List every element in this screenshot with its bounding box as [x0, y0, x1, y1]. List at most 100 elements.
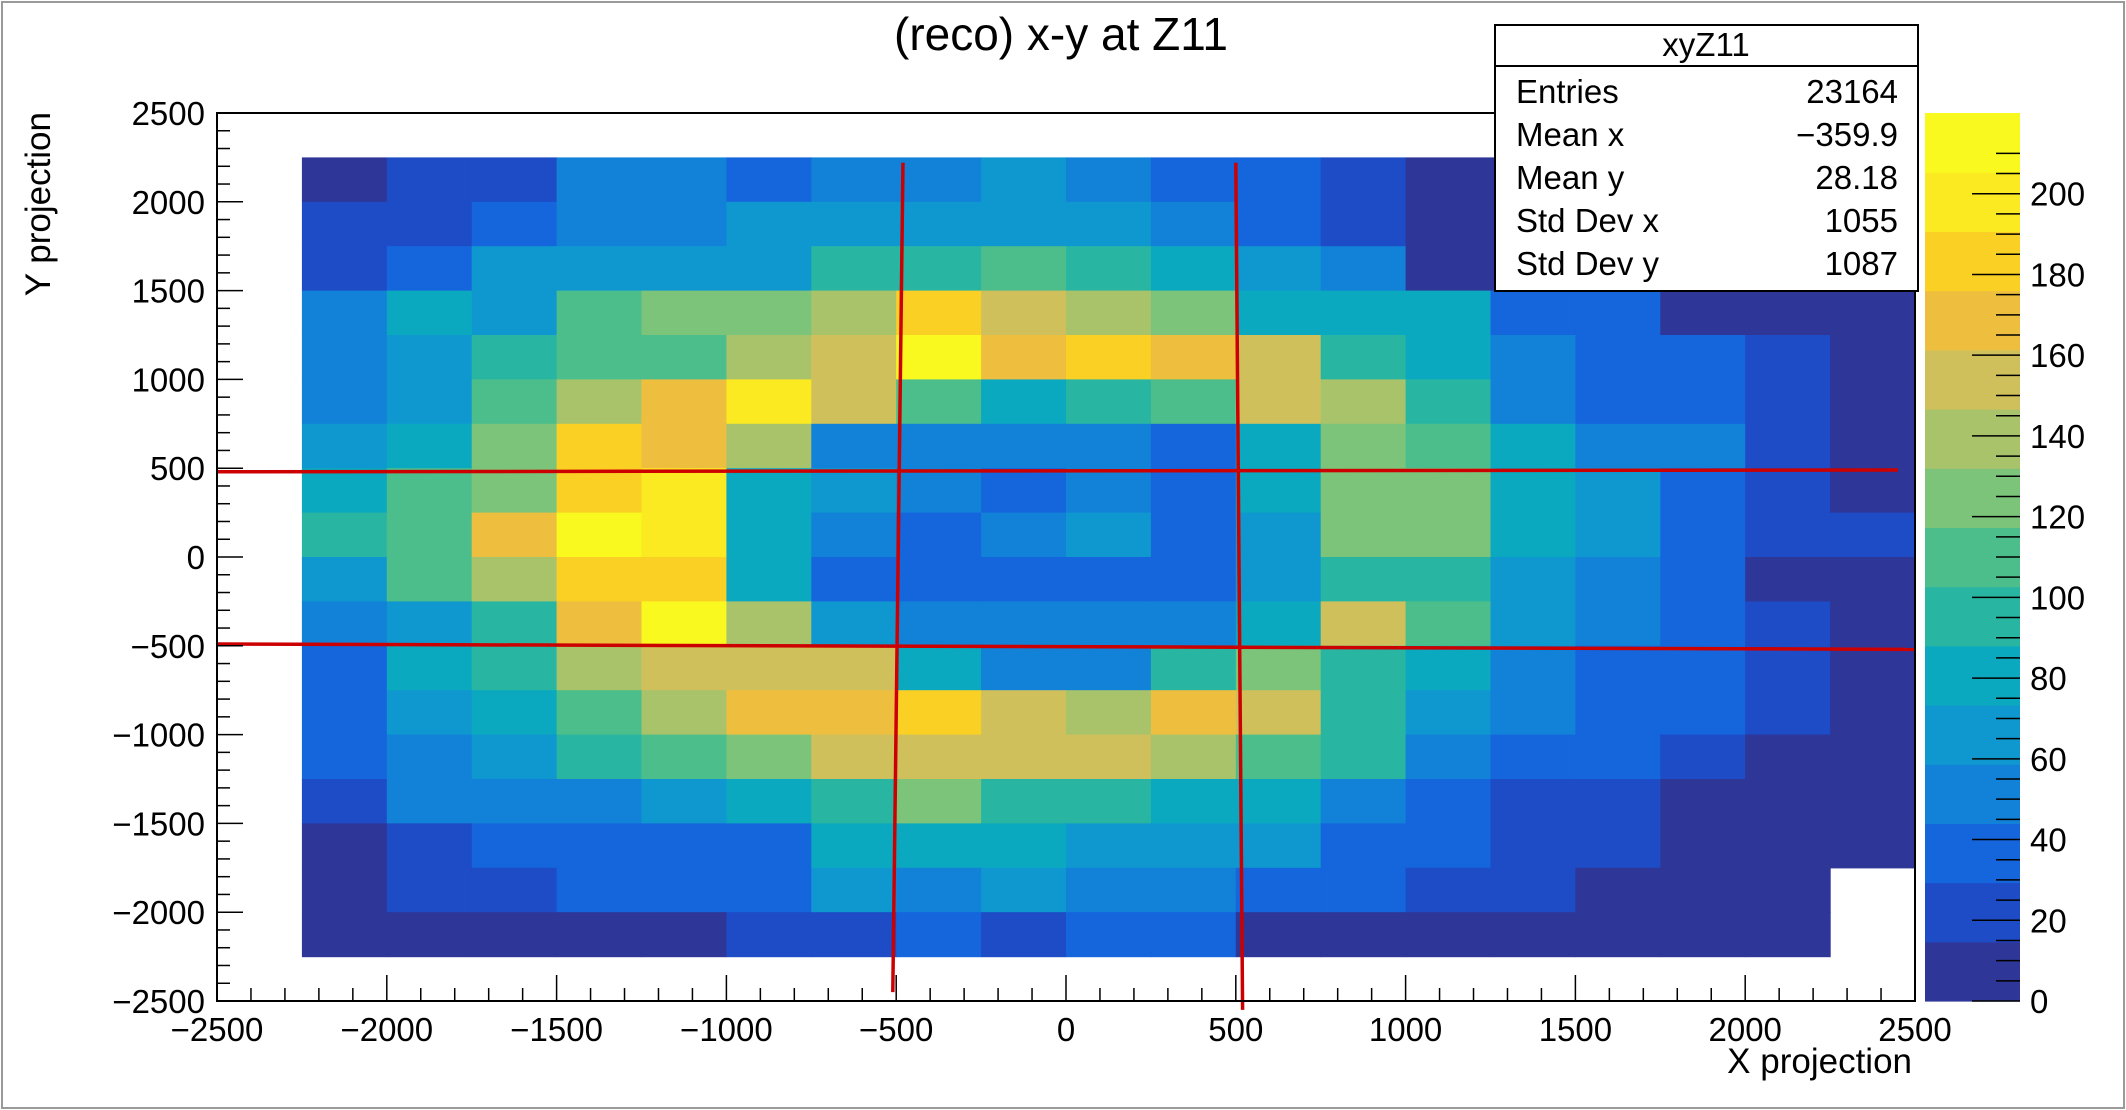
heatmap-cell [386, 690, 473, 736]
heatmap-cell [981, 912, 1067, 958]
heatmap-cell [1320, 512, 1407, 558]
heatmap-cell [386, 379, 473, 425]
color-scale-band [1925, 764, 2020, 824]
heatmap-cell [896, 779, 982, 824]
heatmap-cell [1405, 290, 1492, 336]
overlay-line [216, 468, 1899, 474]
heatmap-cell [811, 290, 897, 336]
heatmap-cell [1660, 867, 1746, 913]
x-tick-label: 1000 [1369, 1011, 1442, 1048]
overlay-line [216, 642, 1916, 652]
color-scale: 0 20 40 60 80 100 120 140 160 180 200 [1925, 113, 2085, 1020]
heatmap-cell [726, 423, 812, 469]
heatmap-cell [1745, 690, 1831, 736]
stats-value: 28.18 [1815, 159, 1898, 196]
heatmap-cell [896, 557, 982, 602]
heatmap-cell [1575, 690, 1661, 736]
heatmap-cell [1235, 734, 1322, 780]
x-tick-label: 2500 [1878, 1011, 1951, 1048]
heatmap-cell [556, 912, 643, 958]
heatmap-cell [1320, 867, 1407, 913]
heatmap-cell [556, 690, 643, 736]
x-tick-label: 1500 [1539, 1011, 1612, 1048]
heatmap-cell [1405, 734, 1492, 780]
heatmap-cell [896, 912, 982, 958]
heatmap-cell [1830, 690, 1916, 736]
heatmap-cell [726, 379, 812, 425]
heatmap-cell [301, 912, 388, 958]
heatmap-cell [1660, 557, 1746, 602]
heatmap-cell [1235, 246, 1322, 292]
stats-box-name: xyZ11 [1662, 26, 1749, 63]
color-scale-label: 180 [2030, 256, 2085, 293]
heatmap-cell [1320, 779, 1407, 824]
axes: −2500 −2000 −1500 −1000 −500 0 500 1000 1500 2000… [112, 95, 1951, 1048]
heatmap-cell [896, 734, 982, 780]
heatmap-cell [641, 823, 727, 869]
heatmap-cell [641, 201, 727, 247]
heatmap-cell [1490, 423, 1576, 469]
heatmap-cell [1320, 157, 1407, 203]
heatmap-cell [1575, 335, 1661, 380]
heatmap-cell [1320, 468, 1407, 514]
heatmap-cell [641, 423, 727, 469]
heatmap-cell [1066, 645, 1152, 691]
heatmap-cell [896, 601, 982, 647]
heatmap-cell [1405, 157, 1492, 203]
heatmap-cell [301, 335, 388, 380]
heatmap-cell [981, 335, 1067, 380]
heatmap-cell [1320, 423, 1407, 469]
y-tick-label: −1000 [112, 717, 205, 754]
x-tick-label: 500 [1208, 1011, 1263, 1048]
color-scale-band [1925, 586, 2020, 647]
heatmap-cell [726, 690, 812, 736]
heatmap-cell [1150, 335, 1237, 380]
heatmap-cell [981, 557, 1067, 602]
heatmap-cell [811, 468, 897, 514]
heatmap-cell [386, 246, 473, 292]
heatmap-cell [726, 468, 812, 514]
heatmap-cell [1235, 379, 1322, 425]
x-tick-label: −500 [859, 1011, 933, 1048]
color-scale-band [1925, 882, 2020, 943]
color-scale-band [1925, 705, 2020, 765]
heatmap-cell [471, 423, 558, 469]
heatmap-cell [641, 157, 727, 203]
heatmap-cell [386, 823, 473, 869]
heatmap-cell [811, 601, 897, 647]
heatmap-cell [386, 468, 473, 514]
heatmap-cell [386, 734, 473, 780]
heatmap-cell [641, 867, 727, 913]
heatmap-cell [896, 512, 982, 558]
heatmap-cell [641, 290, 727, 336]
heatmap-cell [386, 912, 473, 958]
heatmap-cell [1320, 335, 1407, 380]
heatmap-cell [1745, 335, 1831, 380]
heatmap-cell [1660, 423, 1746, 469]
heatmap-cell [726, 246, 812, 292]
heatmap-cell [1575, 867, 1661, 913]
y-tick-label: 2500 [132, 95, 205, 132]
color-scale-band [1925, 645, 2020, 706]
heatmap-cell [1320, 823, 1407, 869]
heatmap-cell [1405, 201, 1492, 247]
stats-box-frame [1494, 24, 1919, 292]
heatmap-cell [981, 601, 1067, 647]
heatmap-cell [1660, 512, 1746, 558]
heatmap-cell [726, 157, 812, 203]
overlay-line [891, 162, 905, 993]
heatmap-cell [1066, 823, 1152, 869]
heatmap-cell [1830, 557, 1916, 602]
heatmap-cell [471, 912, 558, 958]
heatmap-cell [1066, 246, 1152, 292]
heatmap-cell [386, 779, 473, 824]
heatmap-cell [471, 290, 558, 336]
heatmap-cell [726, 823, 812, 869]
heatmap-cell [1490, 379, 1576, 425]
heatmap-cell [556, 468, 643, 514]
heatmap-cell [1405, 779, 1492, 824]
heatmap-cell [641, 601, 727, 647]
stats-label: Mean x [1516, 116, 1625, 153]
heatmap-cell [641, 645, 727, 691]
